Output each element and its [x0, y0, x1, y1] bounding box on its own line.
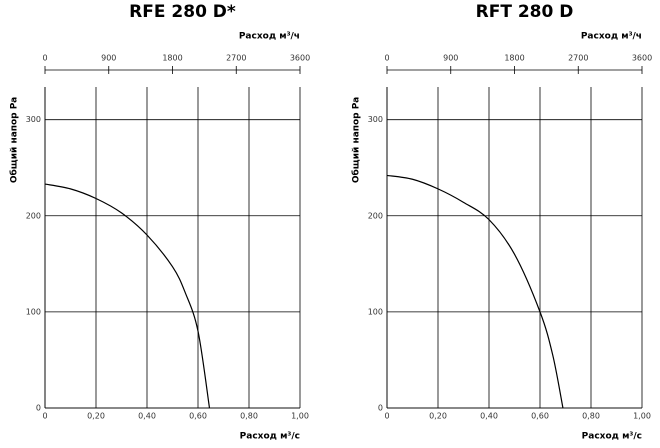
x-tick-label: 0,60 [189, 412, 207, 421]
y-tick-label: 200 [368, 211, 383, 220]
x2-tick-label: 2700 [568, 54, 588, 63]
x-tick-label: 0,20 [429, 412, 447, 421]
y-axis-label: Общий напор Pa [351, 97, 362, 183]
x2-tick-label: 3600 [632, 54, 652, 63]
x2-axis-label: Расход м³/ч [581, 32, 642, 42]
fan-curve [386, 174, 564, 409]
chart-title: RFE 280 D* [129, 2, 236, 22]
x2-axis-label: Расход м³/ч [239, 32, 300, 42]
x-tick-label: 0,80 [240, 412, 258, 421]
y-tick-label: 200 [26, 211, 41, 220]
x2-tick-label: 1800 [504, 54, 524, 63]
x-tick-label: 1,00 [291, 412, 309, 421]
y-tick-label: 0 [378, 404, 383, 413]
y-tick-label: 0 [36, 404, 41, 413]
fan-curve [44, 183, 211, 409]
x-tick-label: 0,20 [87, 412, 105, 421]
x-tick-label: 0,60 [531, 412, 549, 421]
x2-tick-label: 0 [384, 54, 389, 63]
y-tick-label: 300 [368, 115, 383, 124]
x-axis-label: Расход м³/с [240, 432, 300, 442]
x2-tick-label: 900 [443, 54, 458, 63]
x-axis-label: Расход м³/с [582, 432, 642, 442]
x2-tick-label: 0 [42, 54, 47, 63]
x2-tick-label: 3600 [290, 54, 310, 63]
x-tick-label: 0 [384, 412, 389, 421]
chart-title: RFT 280 D [476, 2, 574, 22]
y-tick-label: 100 [368, 307, 383, 316]
y-tick-label: 300 [26, 115, 41, 124]
x2-tick-label: 900 [101, 54, 116, 63]
y-axis-label: Общий напор Pa [9, 97, 20, 183]
x2-tick-label: 2700 [226, 54, 246, 63]
x-tick-label: 0,40 [480, 412, 498, 421]
x-tick-label: 0,80 [582, 412, 600, 421]
x-tick-label: 0 [42, 412, 47, 421]
x2-tick-label: 1800 [162, 54, 182, 63]
x-tick-label: 0,40 [138, 412, 156, 421]
y-tick-label: 100 [26, 307, 41, 316]
x-tick-label: 1,00 [633, 412, 651, 421]
